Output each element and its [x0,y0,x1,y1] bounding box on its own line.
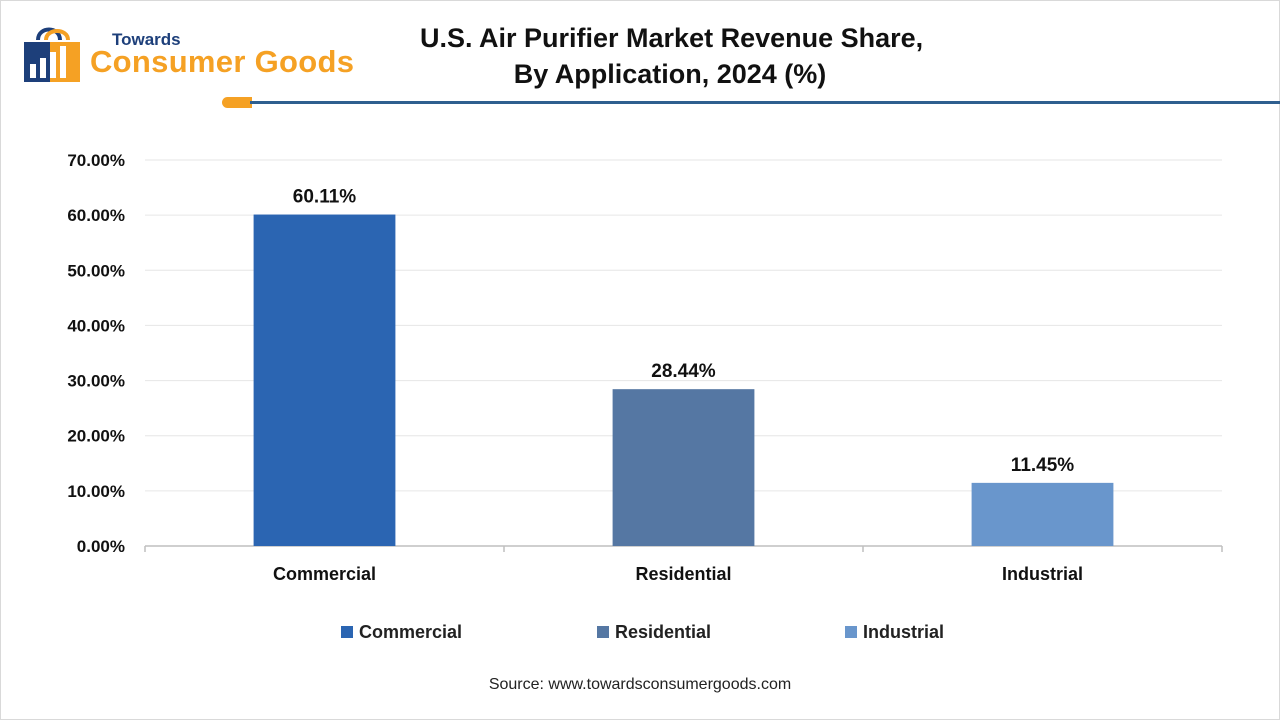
brand-small-text: Towards [112,30,181,49]
y-tick-label: 0.00% [77,537,125,556]
legend-item-residential: Residential [597,620,711,644]
brand-big-text: Consumer Goods [90,44,355,79]
legend-item-commercial: Commercial [341,620,462,644]
legend-label-industrial: Industrial [863,621,945,642]
bar-commercial [253,214,396,546]
y-tick-label: 40.00% [67,316,125,335]
chart-title-line-1: U.S. Air Purifier Market Revenue Share, [420,23,924,53]
data-label-commercial: 60.11% [293,187,356,208]
legend-label-residential: Residential [615,621,712,642]
y-tick-label: 10.00% [67,482,125,501]
chart-legend: Commercial Residential Industrial [0,620,1280,644]
data-label-residential: 28.44% [651,361,716,382]
legend-item-industrial: Industrial [845,620,944,644]
bar-chart: 0.00% 10.00% 20.00% 30.00% 40.00% 50.00% 60.00… [67,151,1223,584]
legend-swatch-commercial [341,626,353,638]
bar-residential [612,389,755,546]
legend-swatch-residential [597,626,609,638]
shopping-bag-icon [24,27,80,82]
y-tick-label: 30.00% [67,372,125,391]
brand-logo: Towards Consumer Goods [20,18,380,88]
chart-title-line-2: By Application, 2024 (%) [513,59,827,89]
header-rule-tab [222,97,252,108]
bar-industrial [971,482,1114,546]
data-label-industrial: 11.45% [1011,455,1074,476]
legend-swatch-industrial [845,626,857,638]
x-tick-label-residential: Residential [635,564,731,584]
chart-title: U.S. Air Purifier Market Revenue Share, … [420,20,924,92]
source-note: Source: www.towardsconsumergoods.com [488,676,792,693]
y-tick-label: 60.00% [67,206,125,225]
legend-label-commercial: Commercial [359,621,463,642]
y-tick-label: 70.00% [67,151,125,170]
y-tick-label: 20.00% [67,427,125,446]
x-tick-label-commercial: Commercial [273,564,376,584]
header-rule [250,101,1280,104]
y-tick-label: 50.00% [67,261,125,280]
x-tick-label-industrial: Industrial [1002,564,1083,584]
